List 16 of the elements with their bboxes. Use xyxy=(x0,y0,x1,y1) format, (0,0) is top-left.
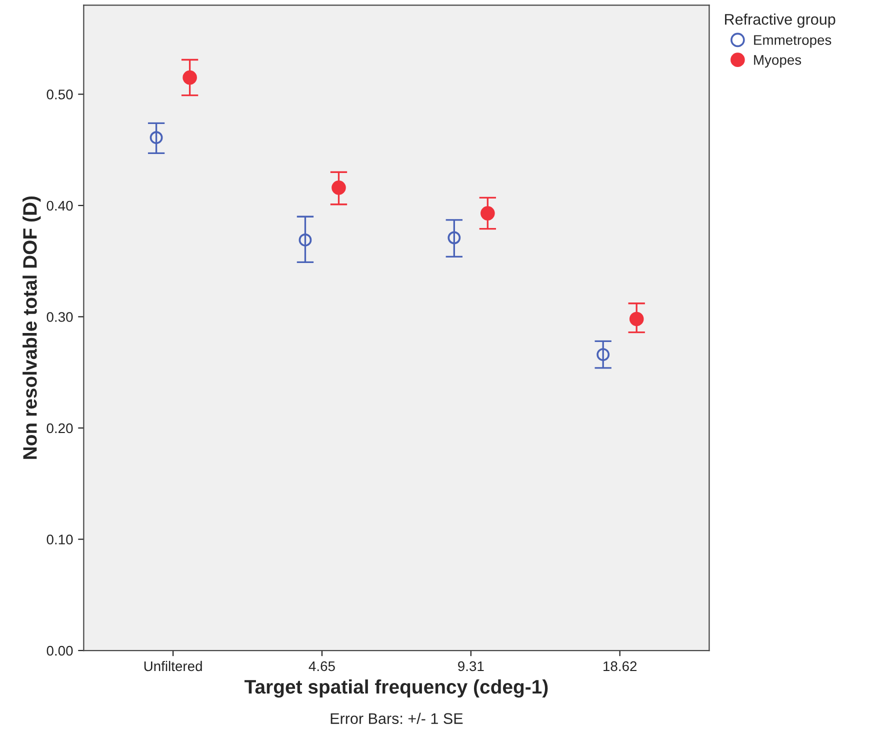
legend-label: Emmetropes xyxy=(754,35,832,48)
y-tick-label: 0.10 xyxy=(46,534,73,544)
x-tick-label: 4.65 xyxy=(308,661,335,672)
x-axis-title: Target spatial frequency (cdeg-1) xyxy=(244,679,548,698)
x-tick-label: 9.31 xyxy=(458,661,484,672)
text: Error Bars: +/- 1 SE xyxy=(330,712,463,724)
y-axis-title: Non resolvable total DOF (D) xyxy=(22,196,41,459)
y-tick-label: 0.00 xyxy=(46,646,73,656)
y-tick-label: 0.50 xyxy=(46,90,73,100)
x-tick-label: 18.62 xyxy=(604,661,637,672)
y-tick-label: 0.30 xyxy=(46,312,73,322)
legend-label: Myopes xyxy=(754,55,802,68)
y-tick-label: 0.40 xyxy=(46,200,73,211)
y-tick-label: 0.20 xyxy=(46,423,73,434)
legend-title: Refractive group xyxy=(725,14,836,28)
x-tick-label: Unfiltered xyxy=(144,660,202,672)
